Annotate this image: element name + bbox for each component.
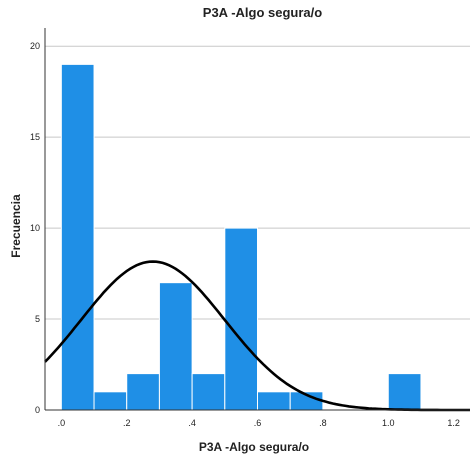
y-tick-label: 0 xyxy=(35,405,40,415)
histogram-bar xyxy=(158,282,193,411)
y-tick-label: 15 xyxy=(30,132,40,142)
x-axis-label: P3A -Algo segura/o xyxy=(198,440,310,454)
y-tick-label: 10 xyxy=(30,223,40,233)
x-tick-label: .2 xyxy=(123,418,131,428)
x-tick-label: .0 xyxy=(58,418,66,428)
chart-title: P3A -Algo segura/o xyxy=(202,5,323,20)
histogram-bar xyxy=(387,373,422,411)
x-tick-label: 1.0 xyxy=(382,418,395,428)
x-tick-label: 1.2 xyxy=(447,418,460,428)
histogram-bar xyxy=(257,391,291,411)
x-tick-label: .4 xyxy=(188,418,196,428)
x-tick-label: .8 xyxy=(319,418,327,428)
histogram-bar xyxy=(191,373,226,411)
axes: 0 5 10 15 20 .0 .2 .4 .6 .8 1.0 1.2 xyxy=(30,28,470,428)
histogram-bar xyxy=(126,373,160,411)
x-tick-label: .6 xyxy=(254,418,262,428)
histogram-bar xyxy=(93,391,128,411)
histogram-bars xyxy=(60,63,422,411)
histogram-bar xyxy=(60,63,95,411)
y-tick-label: 20 xyxy=(30,41,40,51)
y-tick-label: 5 xyxy=(35,314,40,324)
histogram-bar xyxy=(224,227,258,411)
